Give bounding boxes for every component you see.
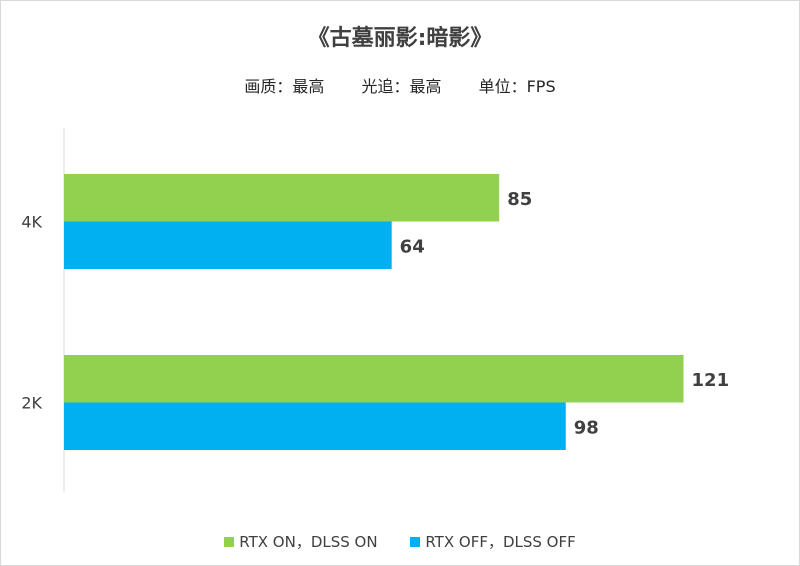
- legend: RTX ON，DLSS ON RTX OFF，DLSS OFF: [0, 531, 800, 552]
- legend-label: RTX OFF，DLSS OFF: [425, 533, 576, 551]
- category-label: 2K: [21, 394, 42, 413]
- legend-swatch: [410, 537, 421, 547]
- legend-item-rtx-off: RTX OFF，DLSS OFF: [410, 531, 576, 552]
- bar: [64, 174, 500, 222]
- chart-subtitle: 画质：最高 光追：最高 单位：FPS: [0, 73, 800, 97]
- data-label: 64: [400, 236, 425, 257]
- data-label: 85: [507, 189, 532, 210]
- bar: [64, 402, 566, 450]
- subtitle-unit: 单位：FPS: [478, 77, 556, 96]
- data-label: 98: [574, 417, 599, 438]
- legend-item-rtx-on: RTX ON，DLSS ON: [224, 531, 378, 552]
- legend-swatch: [224, 537, 235, 547]
- subtitle-raytracing: 光追：最高: [361, 77, 442, 96]
- bar: [64, 355, 684, 403]
- legend-label: RTX ON，DLSS ON: [239, 533, 378, 551]
- bar: [64, 221, 392, 269]
- chart-title: 《古墓丽影:暗影》: [307, 26, 493, 51]
- category-label: 4K: [21, 213, 42, 232]
- subtitle-quality: 画质：最高: [244, 77, 325, 96]
- data-label: 121: [692, 370, 730, 391]
